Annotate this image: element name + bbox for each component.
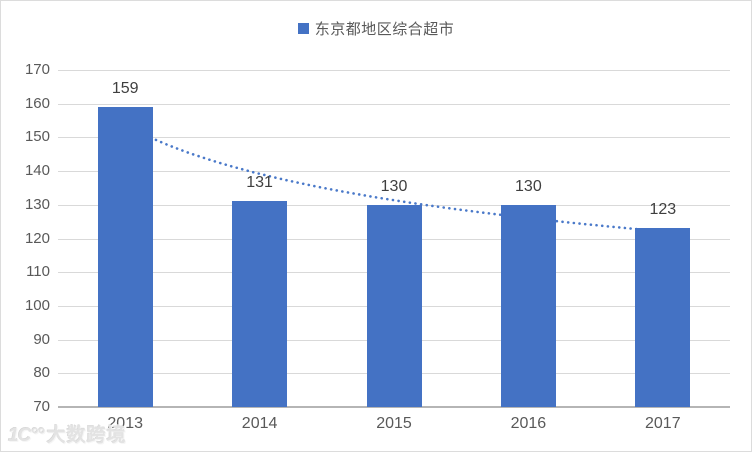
- legend-label: 东京都地区综合超市: [314, 21, 455, 38]
- bar-value-label: 159: [111, 80, 139, 98]
- bar-value-label: 123: [649, 201, 677, 219]
- watermark: 1C°° 大数跨境: [8, 420, 127, 447]
- y-axis-tick-label: 100: [24, 296, 50, 314]
- y-axis-tick-label: 140: [24, 162, 50, 180]
- y-axis-tick-label: 160: [24, 94, 50, 112]
- y-axis-tick-label: 120: [24, 229, 50, 247]
- bar-2013: [97, 107, 153, 407]
- y-axis-tick-label: 170: [24, 61, 50, 78]
- y-axis-tick-label: 110: [26, 263, 50, 281]
- bar-value-label: 131: [246, 174, 273, 192]
- y-axis-tick-label: 90: [33, 330, 50, 348]
- y-axis-tick-label: 80: [33, 364, 50, 382]
- chart-legend: 东京都地区综合超市: [1, 18, 751, 39]
- y-axis-tick-label: 130: [24, 195, 50, 213]
- gridline: [58, 103, 730, 105]
- gridline: [58, 137, 730, 139]
- trendline-path: [123, 123, 665, 233]
- bar-2014: [232, 201, 288, 407]
- bar-2016: [500, 204, 556, 407]
- x-axis-tick-label: 2016: [510, 415, 547, 432]
- legend-marker-icon: [297, 23, 309, 34]
- watermark-text: 大数跨境: [46, 425, 127, 446]
- watermark-logo-icon: 1C°°: [8, 425, 44, 446]
- bar-value-label: 130: [380, 177, 408, 195]
- gridline: [58, 171, 730, 173]
- y-axis-tick-label: 70: [33, 398, 50, 415]
- x-axis-tick-label: 2013: [107, 415, 143, 432]
- x-axis-line: [58, 406, 730, 408]
- x-axis-tick-label: 2014: [241, 415, 278, 432]
- y-axis-tick-label: 150: [24, 128, 50, 146]
- bar-2017: [635, 228, 691, 407]
- bar-2015: [366, 204, 422, 407]
- bar-value-label: 130: [515, 177, 542, 195]
- gridline: [58, 70, 730, 71]
- x-axis-tick-label: 2015: [376, 415, 412, 432]
- x-axis-tick-label: 2017: [645, 415, 681, 432]
